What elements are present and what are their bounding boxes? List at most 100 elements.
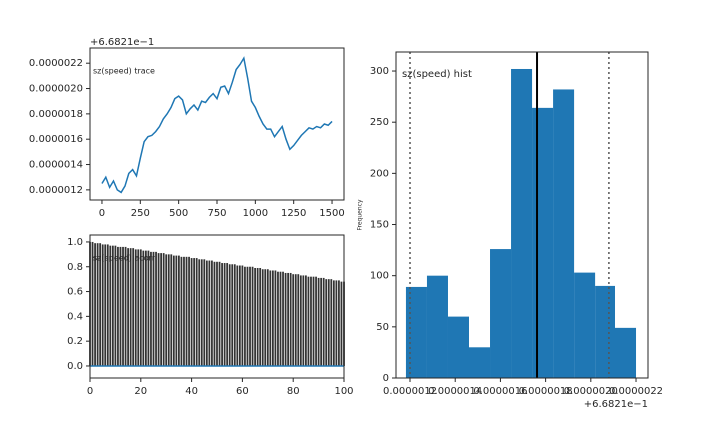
acorr-bar (203, 259, 206, 366)
y-tick-label: 0.0 (67, 361, 83, 372)
y-tick-label: 100 (370, 271, 389, 282)
acorr-bar (205, 260, 208, 366)
trace-line (101, 56, 333, 194)
acorr-bar (109, 245, 112, 366)
acorr-bar (259, 267, 262, 366)
acorr-bar (144, 250, 147, 366)
acorr-bar (254, 267, 256, 366)
acorr-bar (297, 274, 300, 366)
subplot: 0 250 500 750 1000 1250 1500 0.0000012 0.0000014… (29, 37, 345, 219)
y-axis-label: Frequency (357, 199, 364, 230)
acorr-bar (226, 263, 229, 366)
x-tick-label: 250 (131, 208, 150, 219)
acorr-bar (332, 280, 335, 366)
acorr-bar (279, 271, 282, 366)
acorr-bar (327, 279, 330, 366)
subplot: 0.00000120.00000140.00000160.00000180.00… (357, 51, 663, 410)
hist-bar (469, 347, 491, 378)
y-tick-label: 0.6 (67, 287, 83, 298)
acorr-bar (320, 277, 323, 366)
acorr-bar (127, 248, 129, 366)
acorr-bar (170, 254, 173, 366)
acorr-bar (152, 251, 155, 366)
acorr-bar (233, 264, 236, 366)
acorr-bar (249, 266, 251, 366)
acorr-bar (150, 251, 152, 366)
hist-bar (553, 89, 575, 378)
plot-title: sz(speed) hist (402, 69, 472, 80)
acorr-bar (216, 261, 218, 366)
acorr-bar (221, 263, 223, 366)
acorr-bar (175, 255, 178, 366)
acorr-bar (117, 246, 119, 366)
acorr-bar (104, 244, 107, 366)
acorr-bar (119, 246, 122, 366)
acorr-bar (208, 260, 211, 366)
acorr-bar (200, 259, 203, 366)
acorr-bar (193, 258, 196, 366)
acorr-bar (238, 265, 241, 366)
hist-bar (426, 275, 448, 378)
y-tick-label: 1.0 (67, 237, 83, 248)
y-tick-label: 0.0000022 (29, 58, 83, 69)
acorr-bar (330, 279, 333, 366)
acorr-bar (183, 256, 185, 366)
acorr-bar (228, 264, 231, 366)
acorr-bar (139, 249, 142, 366)
acorr-bar (322, 277, 325, 366)
acorr-bar (132, 248, 135, 366)
acorr-bar (223, 263, 226, 366)
acorr-bar (165, 254, 168, 366)
y-tick-label: 0.0000020 (29, 84, 83, 95)
acorr-bar (213, 261, 216, 366)
acorr-bar (310, 276, 312, 366)
axes-frame (395, 51, 649, 379)
hist-bar (532, 107, 554, 379)
x-tick-label: 750 (207, 208, 226, 219)
hist-bar (405, 286, 427, 378)
x-tick-label: 0.0000014 (428, 386, 482, 397)
acorr-bar (137, 249, 140, 366)
acorr-bar (335, 280, 338, 366)
acorr-bar (289, 272, 292, 366)
hist-bar (490, 249, 512, 378)
y-tick-label: 0 (383, 373, 389, 384)
hist-bar (595, 285, 616, 378)
acorr-bar (101, 244, 104, 366)
acorr-bar (211, 260, 213, 366)
y-tick-label: 0.0000018 (29, 109, 83, 120)
hist-bar (574, 272, 596, 378)
acorr-bar (274, 270, 277, 366)
acorr-bar (271, 270, 274, 366)
acorr-bar (264, 269, 267, 366)
acorr-bar (315, 276, 317, 366)
y-tick-label: 0.0000016 (29, 134, 83, 145)
acorr-bar (124, 246, 127, 366)
acorr-bar (287, 272, 290, 366)
x-tick-label: 500 (169, 208, 188, 219)
acorr-bar (195, 258, 198, 366)
acorr-bar (155, 251, 157, 366)
x-tick-label: 40 (185, 386, 198, 397)
x-tick-label: 0.0000012 (383, 386, 437, 397)
acorr-bar (236, 265, 239, 366)
acorr-bar (190, 258, 193, 366)
subplot: 0 20 40 60 80 100 0.0 0.2 0.4 0.6 0.8 1.0 sz(speed) … (67, 234, 354, 397)
acorr-bar (142, 250, 145, 366)
y-tick-label: 300 (370, 66, 389, 77)
hist-bar (615, 327, 637, 378)
x-tick-label: 1500 (319, 208, 344, 219)
x-tick-label: 80 (287, 386, 300, 397)
hist-bar (447, 316, 470, 378)
acorr-bar (114, 245, 117, 366)
acorr-bar (180, 256, 183, 366)
y-tick-label: 150 (370, 220, 389, 231)
x-tick-label: 1250 (281, 208, 306, 219)
x-tick-label: 100 (334, 386, 353, 397)
acorr-bar (284, 272, 287, 366)
acorr-bar (256, 267, 259, 366)
acorr-bar (340, 281, 343, 366)
x-tick-label: 0.0000020 (564, 386, 618, 397)
x-tick-label: 0 (99, 208, 105, 219)
